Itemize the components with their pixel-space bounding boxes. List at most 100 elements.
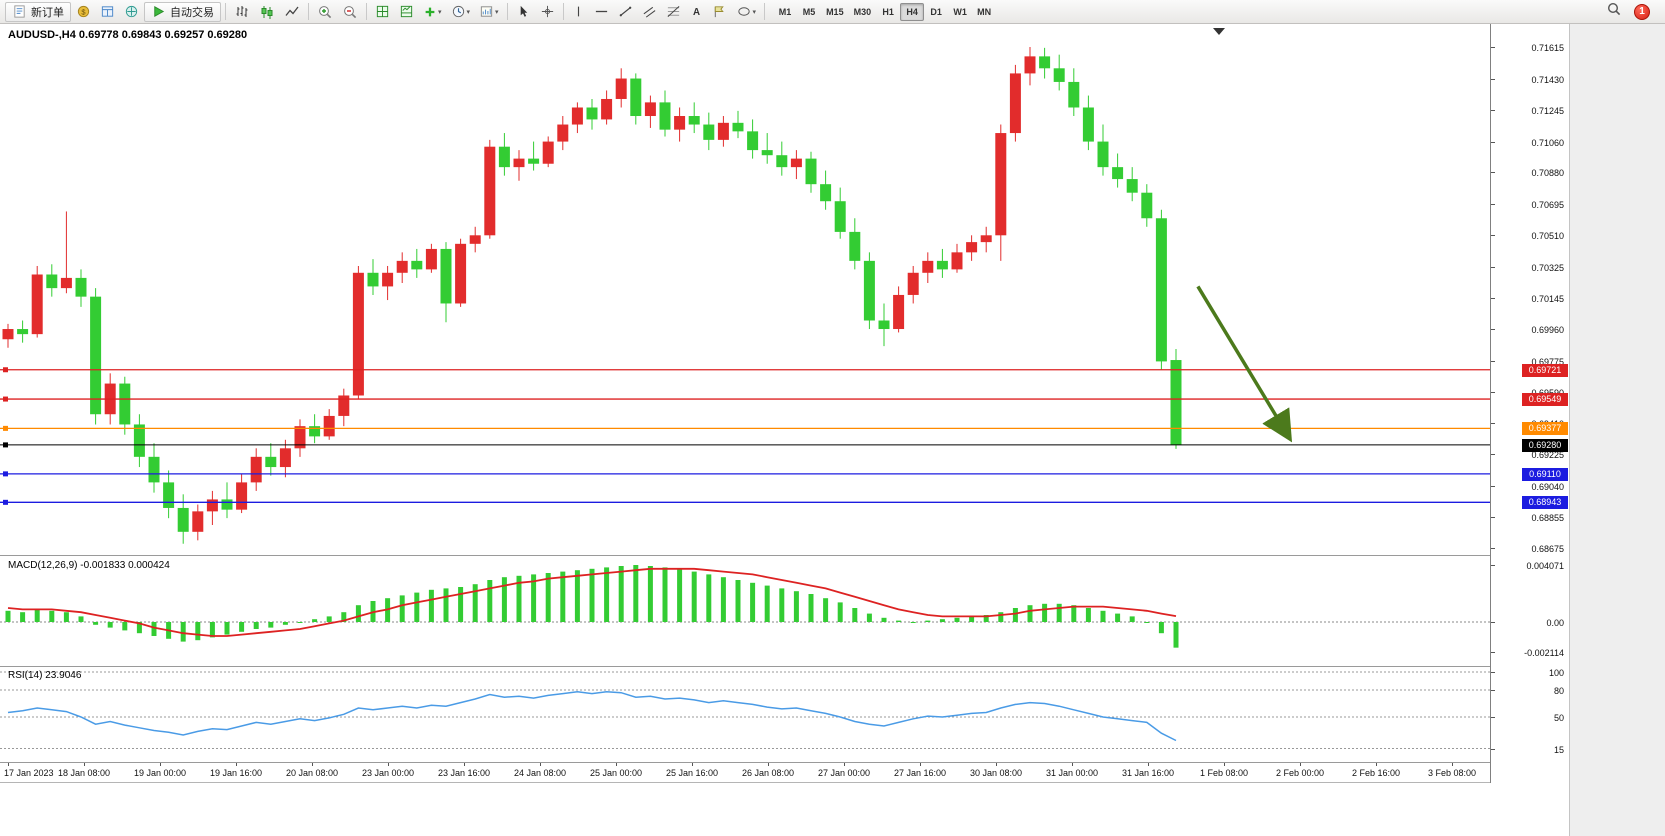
svg-text:A: A xyxy=(693,7,700,18)
timeframe-m5[interactable]: M5 xyxy=(802,6,816,17)
line-handle[interactable] xyxy=(3,442,8,448)
toolbar-right: 1 xyxy=(1602,2,1660,22)
candle-body xyxy=(805,158,817,185)
timeframe-h4[interactable]: H4 xyxy=(900,2,925,21)
fibonacci-icon xyxy=(666,4,681,19)
line-chart-button[interactable] xyxy=(280,2,304,22)
candlestick-chart-button[interactable] xyxy=(255,2,279,22)
timeframe-h1[interactable]: H1 xyxy=(882,6,894,17)
candle-body xyxy=(1053,68,1065,82)
axis-tick xyxy=(1491,141,1495,143)
pane-separator[interactable] xyxy=(0,555,1569,556)
tile-windows-button[interactable] xyxy=(371,2,394,22)
template-button[interactable]: ▾ xyxy=(475,2,503,22)
chart-window[interactable]: AUDUSD-,H4 0.69778 0.69843 0.69257 0.692… xyxy=(0,24,1569,783)
axis-tick xyxy=(1491,454,1495,456)
candle-body xyxy=(776,155,788,168)
cursor-icon xyxy=(516,4,531,19)
text-icon: A xyxy=(690,4,703,19)
navigator-button[interactable] xyxy=(120,2,143,22)
zoom-out-icon xyxy=(342,4,358,20)
timeframe-w1[interactable]: W1 xyxy=(953,6,967,17)
notification-badge[interactable]: 1 xyxy=(1634,3,1650,20)
candle-body xyxy=(1024,56,1036,74)
macd-indicator[interactable] xyxy=(0,556,1490,666)
time-label-12: 27 Jan 00:00 xyxy=(817,768,871,778)
candle-body xyxy=(644,102,656,117)
auto-trading-button[interactable]: 自动交易 xyxy=(144,1,221,22)
shapes-button[interactable]: ▾ xyxy=(732,2,761,22)
trend-arrow[interactable] xyxy=(1196,285,1293,443)
candle-body xyxy=(513,158,525,168)
candle-body xyxy=(177,507,189,532)
axis-tick xyxy=(1491,485,1495,487)
data-window-button[interactable] xyxy=(96,2,119,22)
fibonacci-button[interactable] xyxy=(662,2,685,22)
cursor-button[interactable] xyxy=(512,2,535,22)
candle-body xyxy=(250,456,262,483)
candle-body xyxy=(396,260,408,273)
time-tick xyxy=(388,763,389,766)
chart-shift-marker[interactable] xyxy=(1213,28,1225,35)
timeframe-d1[interactable]: D1 xyxy=(930,6,942,17)
line-handle[interactable] xyxy=(3,471,8,477)
time-tick xyxy=(236,763,237,766)
add-indicator-button[interactable]: ▾ xyxy=(419,2,446,22)
zoom-in-button[interactable] xyxy=(313,2,337,22)
candle-body xyxy=(922,260,934,273)
zoom-out-button[interactable] xyxy=(338,2,362,22)
time-label-11: 26 Jan 08:00 xyxy=(741,768,795,778)
trendline-button[interactable] xyxy=(614,2,637,22)
timeframe-m30[interactable]: M30 xyxy=(853,6,872,17)
horizontal-line-button[interactable] xyxy=(590,2,613,22)
candle-body xyxy=(659,102,671,130)
indicator-window-button[interactable] xyxy=(395,2,418,22)
axis-tick xyxy=(1491,422,1495,424)
candle-body xyxy=(323,415,335,437)
line-handle[interactable] xyxy=(3,396,8,402)
price-label-0.71060: 0.71060 xyxy=(1531,137,1564,148)
candle-body xyxy=(1097,141,1109,168)
candle-body xyxy=(995,133,1007,236)
add-indicator-icon xyxy=(423,5,437,19)
rsi-indicator[interactable] xyxy=(0,667,1490,762)
candle-body xyxy=(1039,56,1051,69)
timeframe-m15[interactable]: M15 xyxy=(826,6,844,17)
template-icon xyxy=(479,4,494,19)
candle-body xyxy=(31,274,43,335)
macd-histogram xyxy=(5,565,1179,648)
line-handle[interactable] xyxy=(3,425,8,431)
label-button[interactable] xyxy=(708,2,731,22)
chart-ohlc: 0.69778 0.69843 0.69257 0.69280 xyxy=(78,29,248,41)
new-order-icon xyxy=(12,4,27,19)
autotrade-play-icon xyxy=(151,4,166,19)
rsi-value: 23.9046 xyxy=(45,670,82,681)
new-order-button[interactable]: 新订单 xyxy=(5,1,71,22)
price-axis[interactable]: 0.71615 0.71430 0.71245 0.71060 0.70880 0.706… xyxy=(1490,24,1569,783)
axis-tick xyxy=(1491,360,1495,362)
pane-separator[interactable] xyxy=(0,666,1569,667)
bar-chart-button[interactable] xyxy=(230,2,254,22)
candle-body xyxy=(630,78,642,117)
candle-body xyxy=(1082,107,1094,142)
period-selector-button[interactable]: ▾ xyxy=(447,2,475,22)
trendline-icon xyxy=(618,4,633,19)
search-button[interactable] xyxy=(1602,2,1626,22)
search-icon xyxy=(1606,1,1622,22)
price-chart[interactable] xyxy=(0,24,1490,555)
vertical-line-button[interactable] xyxy=(568,2,589,22)
timeframe-mn[interactable]: MN xyxy=(977,6,992,17)
time-axis[interactable]: 17 Jan 2023 18 Jan 08:00 19 Jan 00:00 19 Ja… xyxy=(0,763,1490,783)
text-button[interactable]: A xyxy=(686,2,707,22)
channel-button[interactable] xyxy=(638,2,661,22)
candle-body xyxy=(571,107,583,125)
timeframe-m1[interactable]: M1 xyxy=(778,6,792,17)
line-handle[interactable] xyxy=(3,499,8,505)
axis-tick xyxy=(1491,266,1495,268)
market-watch-button[interactable]: $ xyxy=(72,2,95,22)
time-tick xyxy=(160,763,161,766)
crosshair-button[interactable] xyxy=(536,2,559,22)
time-tick xyxy=(312,763,313,766)
line-handle[interactable] xyxy=(3,367,8,373)
